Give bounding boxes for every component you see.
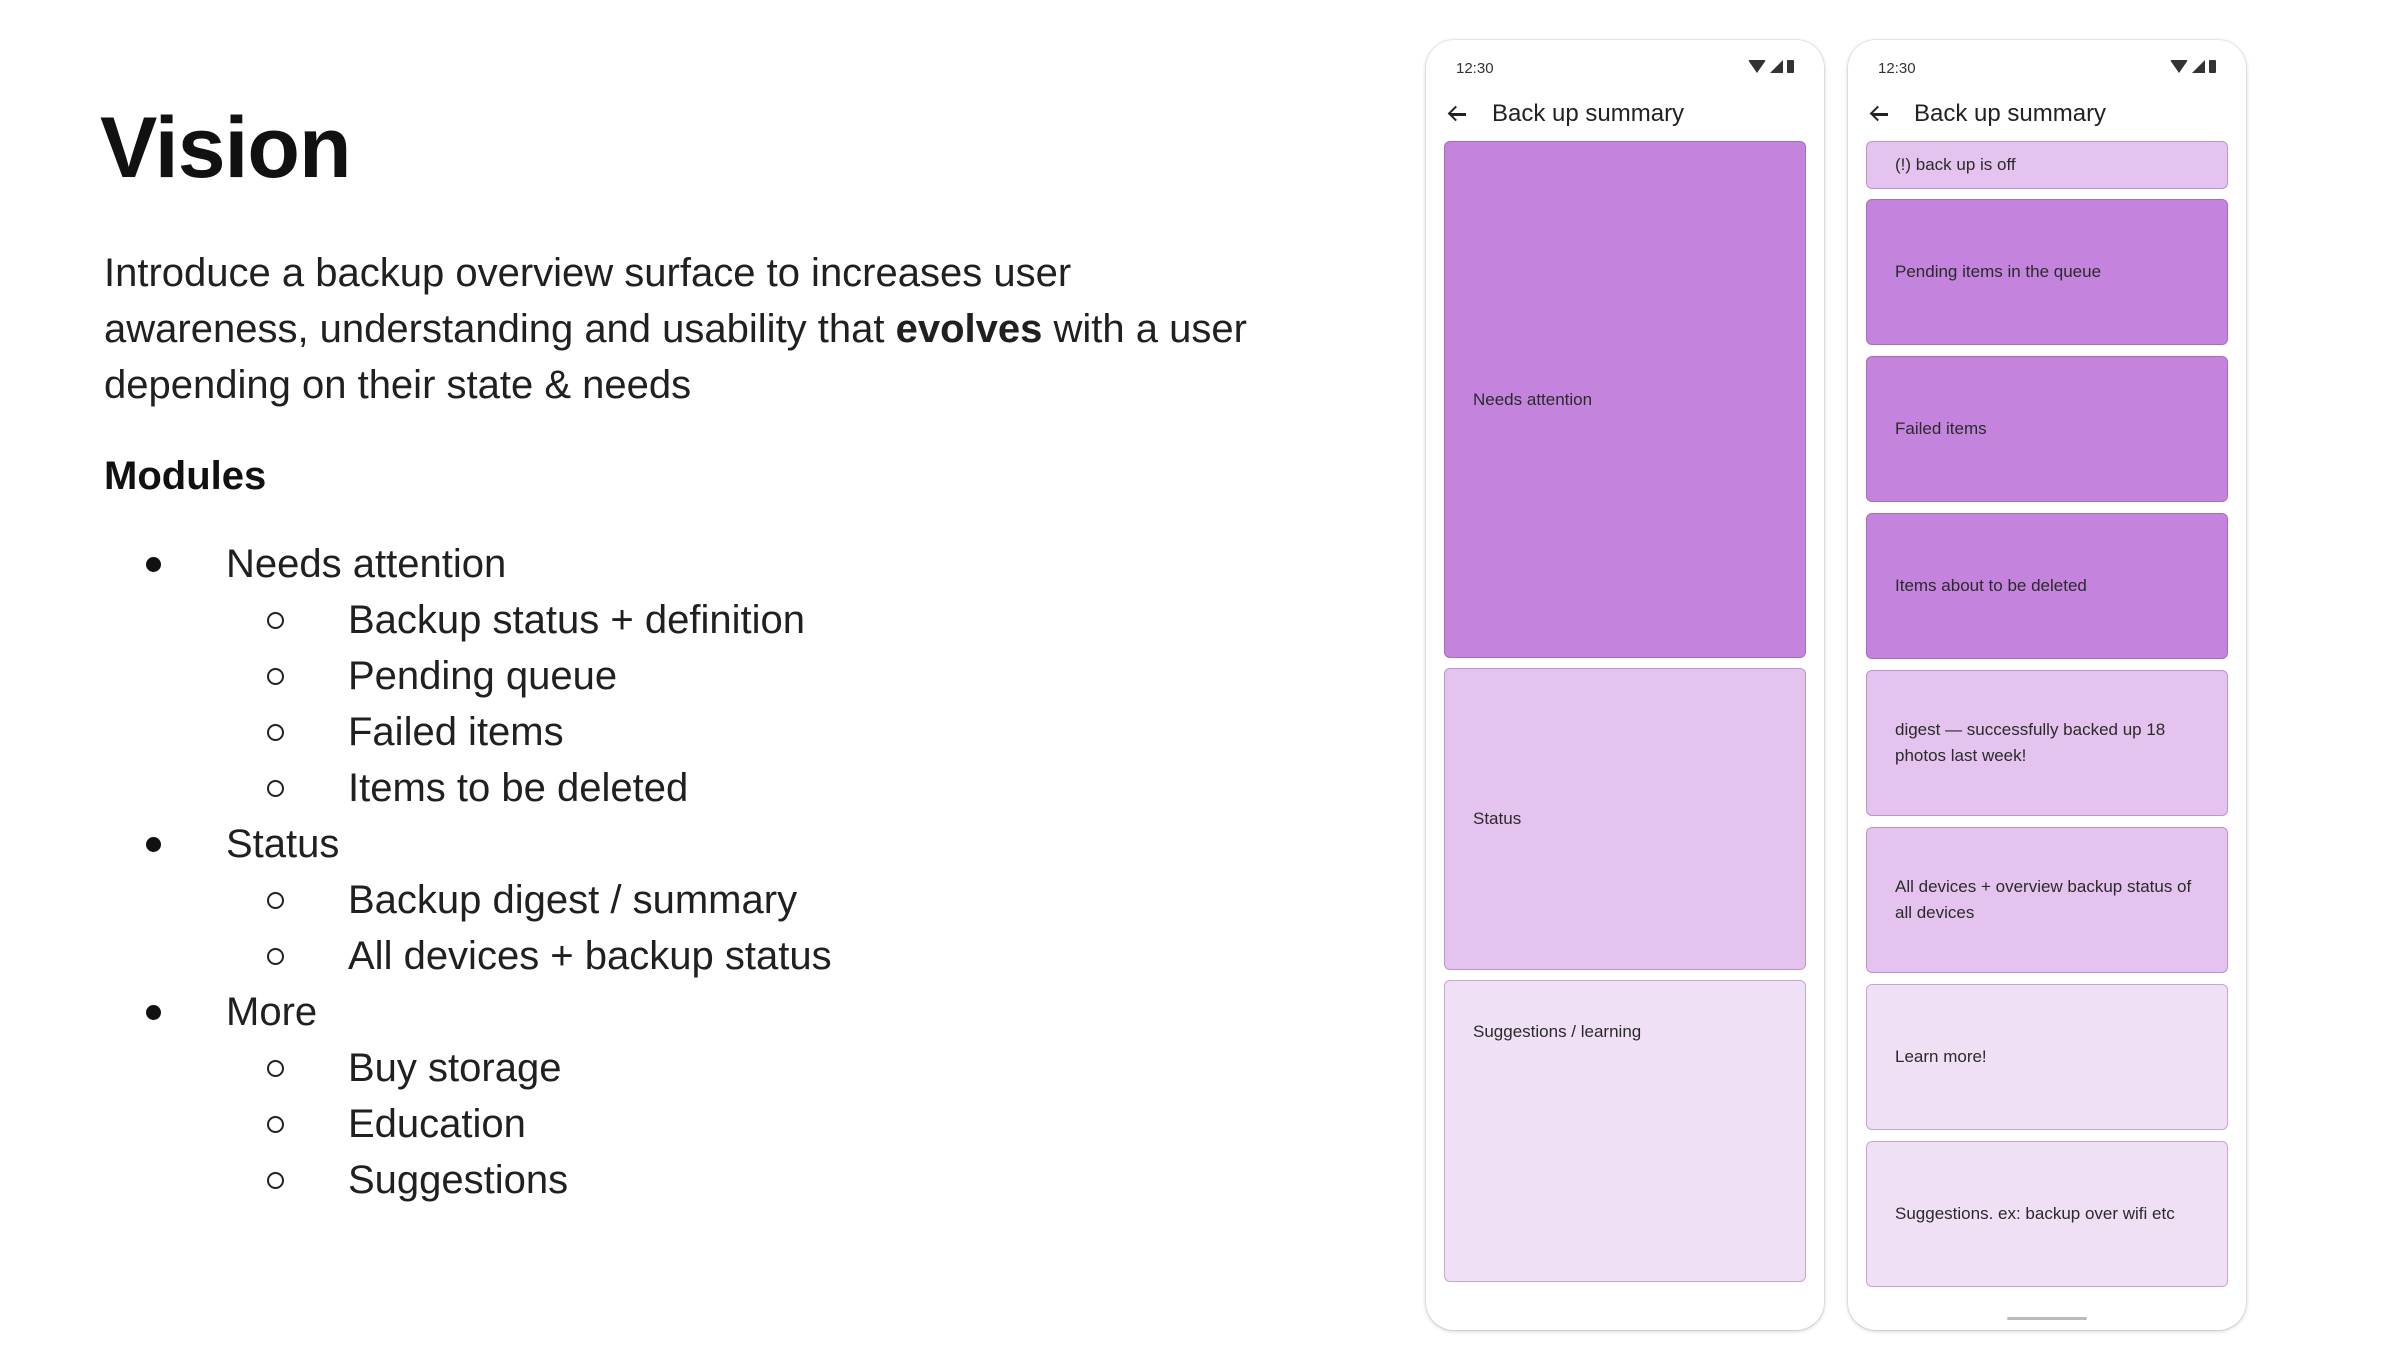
status-time: 12:30 <box>1456 60 1494 77</box>
wifi-icon <box>1748 60 1766 73</box>
intro-bold: evolves <box>895 307 1043 351</box>
submodule-item: Items to be deleted <box>0 760 1300 816</box>
module-item: Status Backup digest / summary All devic… <box>0 816 1300 984</box>
card-label: Suggestions / learning <box>1473 1022 1642 1041</box>
submodule-item: Education <box>0 1096 1300 1152</box>
battery-icon <box>1787 60 1794 73</box>
module-label: More <box>226 990 318 1034</box>
submodule-item: Backup digest / summary <box>0 872 1300 928</box>
card-to-delete[interactable]: Items about to be deleted <box>1866 513 2228 659</box>
card-suggestions[interactable]: Suggestions / learning <box>1444 980 1806 1282</box>
card-label: Failed items <box>1895 419 1987 438</box>
back-arrow-icon[interactable] <box>1446 102 1470 126</box>
modules-heading: Modules <box>104 454 267 498</box>
card-digest[interactable]: digest — successfully backed up 18 photo… <box>1866 670 2228 816</box>
app-bar: Back up summary <box>1446 90 1804 138</box>
card-pending[interactable]: Pending items in the queue <box>1866 199 2228 345</box>
card-label: Learn more! <box>1895 1047 1987 1066</box>
battery-icon <box>2209 60 2216 73</box>
submodule-item: Buy storage <box>0 1040 1300 1096</box>
card-label: Suggestions. ex: backup over wifi etc <box>1895 1204 2175 1223</box>
card-label: Pending items in the queue <box>1895 262 2102 281</box>
signal-icon <box>2192 60 2205 73</box>
app-bar-title: Back up summary <box>1914 100 2107 127</box>
status-bar: 12:30 <box>1456 58 1794 80</box>
status-time: 12:30 <box>1878 60 1916 77</box>
slide-title: Vision <box>100 100 351 196</box>
submodule-list: Buy storage Education Suggestions <box>226 1040 1300 1208</box>
status-icons <box>2170 60 2216 73</box>
card-backup-off[interactable]: (!) back up is off <box>1866 141 2228 189</box>
module-label: Status <box>226 822 340 866</box>
intro-text-1: Introduce a backup overview surface to i… <box>104 251 1072 351</box>
submodule-item: All devices + backup status <box>0 928 1300 984</box>
submodule-item: Suggestions <box>0 1152 1300 1208</box>
app-bar-title: Back up summary <box>1492 100 1685 127</box>
back-arrow-icon[interactable] <box>1868 102 1892 126</box>
submodule-list: Backup status + definition Pending queue… <box>226 592 1300 816</box>
card-label: All devices + overview backup status of … <box>1895 877 2192 922</box>
status-bar: 12:30 <box>1878 58 2216 80</box>
card-learn-more[interactable]: Learn more! <box>1866 984 2228 1130</box>
card-needs-attention[interactable]: Needs attention <box>1444 141 1806 658</box>
wifi-icon <box>2170 60 2188 73</box>
module-label: Needs attention <box>226 542 507 586</box>
card-label: Needs attention <box>1473 389 1593 409</box>
intro-paragraph: Introduce a backup overview surface to i… <box>104 245 1264 413</box>
submodule-item: Pending queue <box>0 648 1300 704</box>
status-icons <box>1748 60 1794 73</box>
module-item: More Buy storage Education Suggestions <box>0 984 1300 1208</box>
intro-text-2: with a user depending on their state & n… <box>104 307 1247 407</box>
card-suggestions[interactable]: Suggestions. ex: backup over wifi etc <box>1866 1141 2228 1287</box>
app-bar: Back up summary <box>1868 90 2226 138</box>
card-label: (!) back up is off <box>1895 155 2016 174</box>
card-label: Status <box>1473 809 1522 828</box>
signal-icon <box>1770 60 1783 73</box>
submodule-list: Backup digest / summary All devices + ba… <box>226 872 1300 984</box>
submodule-item: Backup status + definition <box>0 592 1300 648</box>
phone-mockup-detailed: 12:30 Back up summary (!) back up is off… <box>1848 40 2246 1330</box>
card-label: Items about to be deleted <box>1895 576 2087 595</box>
card-label: digest — successfully backed up 18 photo… <box>1895 720 2166 765</box>
card-failed[interactable]: Failed items <box>1866 356 2228 502</box>
modules-list: Needs attention Backup status + definiti… <box>0 536 1300 1208</box>
phone-mockup-simple: 12:30 Back up summary Needs attention St… <box>1426 40 1824 1330</box>
submodule-item: Failed items <box>0 704 1300 760</box>
module-item: Needs attention Backup status + definiti… <box>0 536 1300 816</box>
home-indicator[interactable] <box>2007 1317 2087 1320</box>
card-status[interactable]: Status <box>1444 668 1806 970</box>
card-all-devices[interactable]: All devices + overview backup status of … <box>1866 827 2228 973</box>
